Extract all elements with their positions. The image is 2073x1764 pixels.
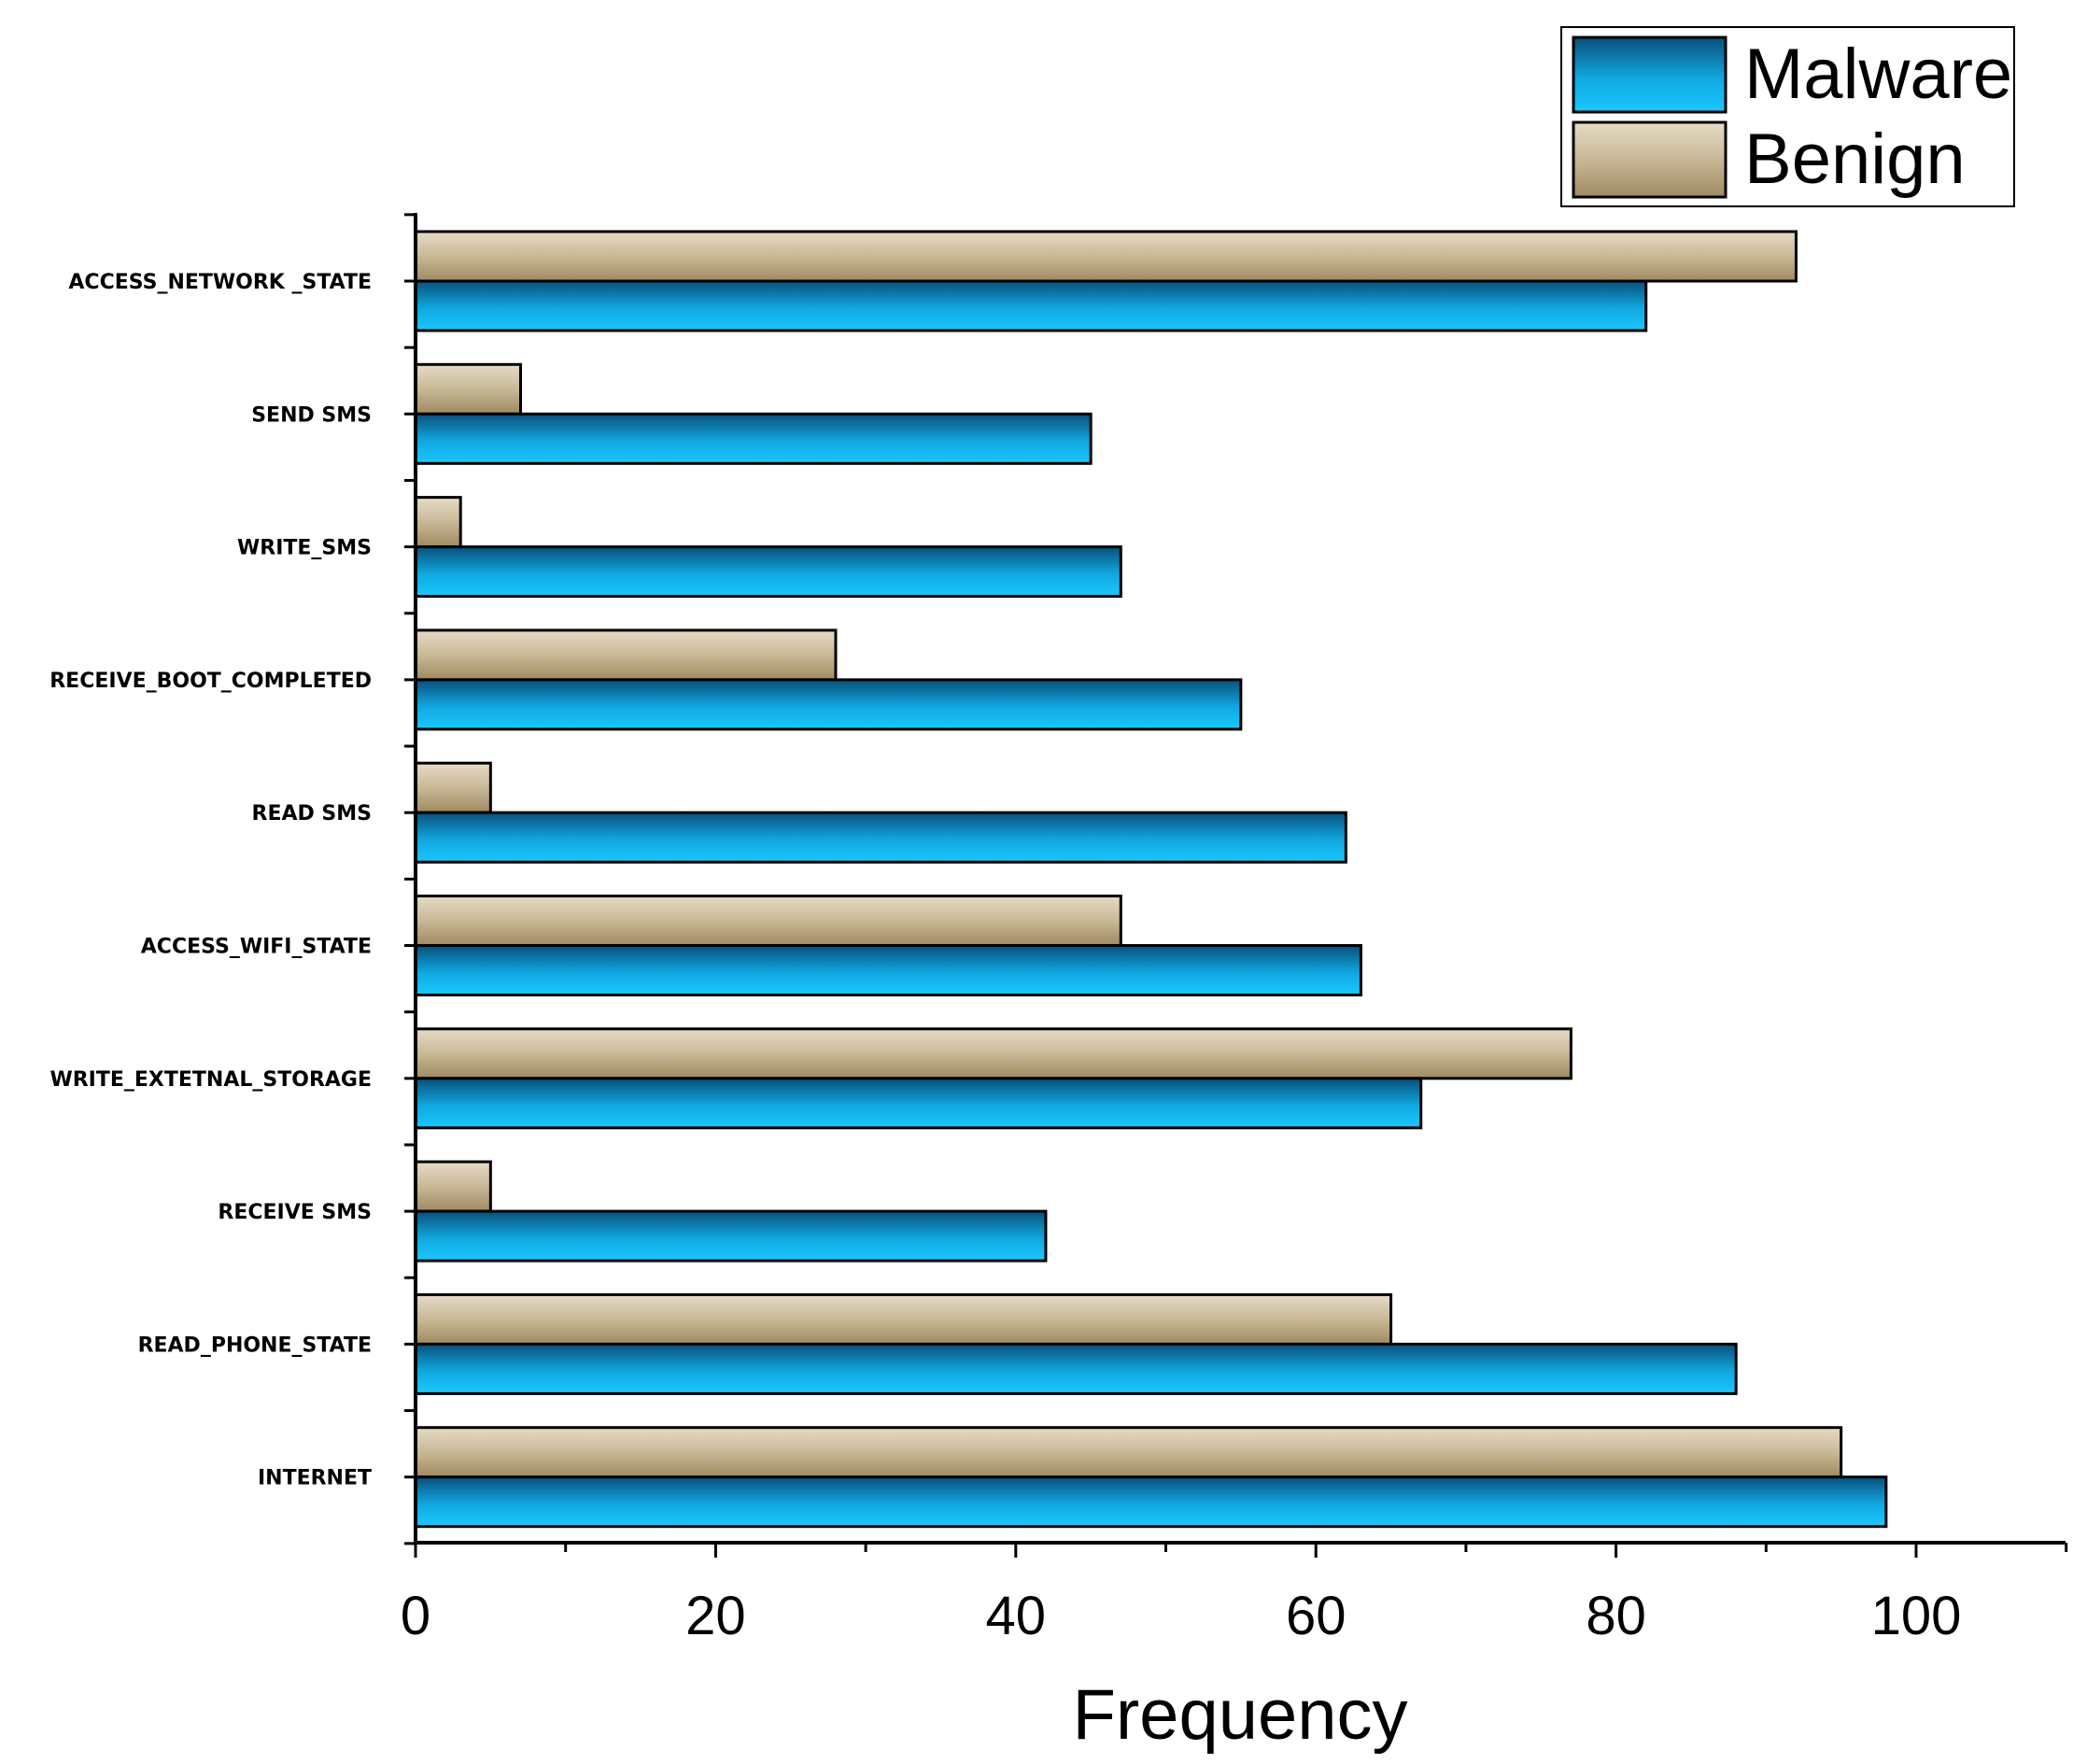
category-label-read-phone-state: READ_PHONE_STATE <box>138 1334 372 1357</box>
bar-malware-write-extetnal-storage <box>414 1077 1423 1130</box>
category-label-receive-sms: RECEIVE SMS <box>218 1201 372 1224</box>
bar-benign-send-sms <box>414 362 522 416</box>
x-axis-title: Frequency <box>1072 1675 1407 1755</box>
x-tick-label: 0 <box>401 1586 430 1646</box>
bar-malware-send-sms <box>414 412 1093 465</box>
x-tick-label: 40 <box>986 1586 1047 1646</box>
bars <box>414 230 1888 1529</box>
y-ticks <box>404 213 416 1545</box>
category-label-access-wifi-state: ACCESS_WIFI_STATE <box>141 936 372 959</box>
category-labels: ACCESS_NETWORK _STATE SEND SMS WRITE_SMS RE… <box>49 271 372 1490</box>
bar-malware-read-sms <box>414 811 1347 864</box>
x-tick-label: 100 <box>1871 1586 1962 1646</box>
x-tick-label: 80 <box>1586 1586 1646 1646</box>
legend-label-benign: Benign <box>1744 120 1966 199</box>
bar-benign-internet <box>414 1426 1843 1479</box>
x-ticks: 0 20 40 60 80 100 <box>401 1543 2068 1646</box>
bar-benign-read-sms <box>414 761 492 814</box>
axes: 0 20 40 60 80 100 <box>401 213 2068 1646</box>
category-label-internet: INTERNET <box>258 1467 372 1490</box>
bar-benign-receive-boot-completed <box>414 628 838 682</box>
bar-benign-access-network-state <box>414 230 1798 283</box>
bar-malware-write-sms <box>414 545 1122 599</box>
bar-benign-write-sms <box>414 496 462 549</box>
bar-malware-access-network-state <box>414 279 1648 332</box>
legend: Malware Benign <box>1560 26 2015 207</box>
bar-malware-read-phone-state <box>414 1342 1738 1395</box>
bar-malware-receive-sms <box>414 1209 1048 1263</box>
bar-benign-receive-sms <box>414 1160 492 1213</box>
bar-malware-internet <box>414 1475 1888 1529</box>
category-label-write-extetnal-storage: WRITE_EXTETNAL_STORAGE <box>49 1068 372 1092</box>
bar-malware-access-wifi-state <box>414 944 1362 996</box>
bar-benign-write-extetnal-storage <box>414 1027 1572 1080</box>
bar-benign-read-phone-state <box>414 1292 1393 1346</box>
legend-swatch-benign <box>1572 120 1728 199</box>
bar-benign-access-wifi-state <box>414 895 1122 947</box>
category-label-send-sms: SEND SMS <box>251 403 372 427</box>
legend-swatch-malware <box>1572 35 1728 114</box>
category-label-receive-boot-completed: RECEIVE_BOOT_COMPLETED <box>49 670 372 693</box>
category-label-access-network-state: ACCESS_NETWORK _STATE <box>68 271 372 294</box>
legend-label-malware: Malware <box>1744 35 2012 114</box>
category-label-read-sms: READ SMS <box>252 802 373 826</box>
x-tick-label: 20 <box>685 1586 746 1646</box>
bar-malware-receive-boot-completed <box>414 678 1243 731</box>
x-tick-label: 60 <box>1286 1586 1347 1646</box>
category-label-write-sms: WRITE_SMS <box>237 537 372 560</box>
